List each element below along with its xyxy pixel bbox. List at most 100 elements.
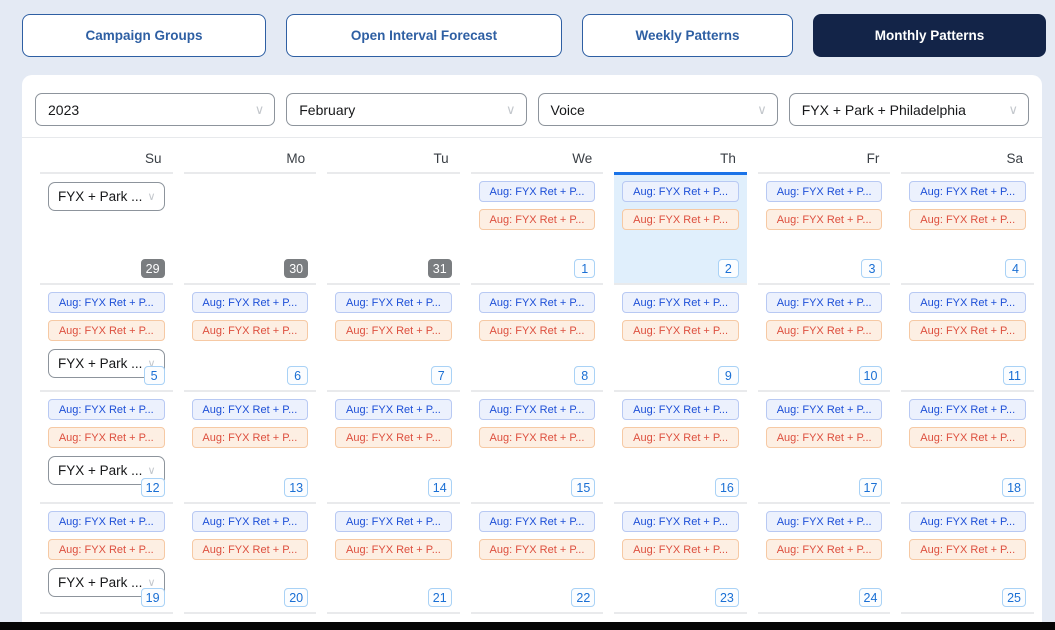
campaign-chip-orange[interactable]: Aug: FYX Ret + P...	[48, 539, 165, 560]
date-badge[interactable]: 21	[427, 588, 452, 607]
campaign-chip-blue[interactable]: Aug: FYX Ret + P...	[335, 292, 452, 313]
day-cell	[40, 612, 173, 618]
channel-select-value: Voice	[550, 101, 585, 118]
campaign-chip-orange[interactable]: Aug: FYX Ret + P...	[765, 209, 883, 230]
pattern-dropdown-value: FYX + Park ...	[58, 189, 143, 204]
date-badge[interactable]: 13	[284, 478, 309, 497]
campaign-chip-orange[interactable]: Aug: FYX Ret + P...	[765, 427, 883, 448]
date-badge[interactable]: 5	[143, 366, 165, 385]
campaign-chip-blue[interactable]: Aug: FYX Ret + P...	[191, 399, 309, 420]
date-badge[interactable]: 24	[858, 588, 883, 607]
campaign-chip-blue[interactable]: Aug: FYX Ret + P...	[622, 292, 739, 313]
campaign-chip-blue[interactable]: Aug: FYX Ret + P...	[335, 399, 452, 420]
campaign-chip-blue[interactable]: Aug: FYX Ret + P...	[478, 181, 596, 202]
campaign-chip-orange[interactable]: Aug: FYX Ret + P...	[335, 427, 452, 448]
campaign-chip-orange[interactable]: Aug: FYX Ret + P...	[622, 427, 739, 448]
date-badge[interactable]: 25	[1002, 588, 1026, 607]
campaign-chip-blue[interactable]: Aug: FYX Ret + P...	[478, 292, 596, 313]
campaign-chip-blue[interactable]: Aug: FYX Ret + P...	[478, 511, 596, 532]
campaign-chip-blue[interactable]: Aug: FYX Ret + P...	[622, 511, 739, 532]
day-cell: Aug: FYX Ret + P... Aug: FYX Ret + P... 14	[327, 390, 460, 502]
date-badge[interactable]: 17	[858, 478, 883, 497]
campaign-chip-blue[interactable]: Aug: FYX Ret + P...	[48, 292, 165, 313]
campaign-chip-blue[interactable]: Aug: FYX Ret + P...	[191, 292, 309, 313]
pattern-dropdown[interactable]: FYX + Park ... ∨	[48, 349, 165, 378]
date-badge[interactable]: 30	[284, 259, 309, 278]
date-badge[interactable]: 19	[140, 588, 165, 607]
campaign-chip-orange[interactable]: Aug: FYX Ret + P...	[191, 427, 309, 448]
campaign-chip-blue[interactable]: Aug: FYX Ret + P...	[622, 399, 739, 420]
campaign-chip-blue[interactable]: Aug: FYX Ret + P...	[48, 511, 165, 532]
date-badge[interactable]: 16	[714, 478, 739, 497]
date-badge[interactable]: 10	[858, 366, 883, 385]
dow-header-th: Th	[720, 151, 736, 166]
campaign-chip-blue[interactable]: Aug: FYX Ret + P...	[191, 511, 309, 532]
date-badge[interactable]: 6	[287, 366, 309, 385]
date-badge[interactable]: 9	[717, 366, 739, 385]
campaign-chip-orange[interactable]: Aug: FYX Ret + P...	[909, 320, 1026, 341]
campaign-group-select[interactable]: FYX + Park + Philadelphia ∨	[788, 93, 1029, 126]
campaign-chip-orange[interactable]: Aug: FYX Ret + P...	[765, 539, 883, 560]
tab-open-interval-forecast[interactable]: Open Interval Forecast	[286, 14, 562, 57]
campaign-chip-orange[interactable]: Aug: FYX Ret + P...	[478, 427, 596, 448]
date-badge[interactable]: 22	[571, 588, 596, 607]
day-cell: Aug: FYX Ret + P... Aug: FYX Ret + P... 4	[901, 172, 1034, 283]
tab-monthly-patterns[interactable]: Monthly Patterns	[813, 14, 1046, 57]
date-badge[interactable]: 29	[140, 259, 165, 278]
campaign-chip-blue[interactable]: Aug: FYX Ret + P...	[909, 292, 1026, 313]
tab-weekly-patterns[interactable]: Weekly Patterns	[582, 14, 793, 57]
campaign-chip-blue[interactable]: Aug: FYX Ret + P...	[909, 511, 1026, 532]
day-cell	[327, 612, 460, 618]
campaign-chip-orange[interactable]: Aug: FYX Ret + P...	[191, 320, 309, 341]
campaign-chip-orange[interactable]: Aug: FYX Ret + P...	[909, 539, 1026, 560]
campaign-chip-orange[interactable]: Aug: FYX Ret + P...	[622, 209, 739, 230]
campaign-chip-orange[interactable]: Aug: FYX Ret + P...	[909, 427, 1026, 448]
campaign-chip-orange[interactable]: Aug: FYX Ret + P...	[909, 209, 1026, 230]
campaign-chip-blue[interactable]: Aug: FYX Ret + P...	[909, 181, 1026, 202]
year-select[interactable]: 2023 ∨	[35, 93, 276, 126]
campaign-chip-blue[interactable]: Aug: FYX Ret + P...	[48, 399, 165, 420]
day-cell: Aug: FYX Ret + P... Aug: FYX Ret + P... FY…	[40, 390, 173, 502]
date-badge[interactable]: 18	[1002, 478, 1026, 497]
month-select[interactable]: February ∨	[286, 93, 527, 126]
campaign-chip-orange[interactable]: Aug: FYX Ret + P...	[48, 320, 165, 341]
pattern-dropdown[interactable]: FYX + Park ... ∨	[48, 182, 165, 211]
month-calendar: Su Mo Tu We Th Fr Sa FYX + Park ... ∨ 29 30…	[22, 138, 1042, 618]
date-badge[interactable]: 12	[140, 478, 165, 497]
date-badge[interactable]: 15	[571, 478, 596, 497]
campaign-chip-orange[interactable]: Aug: FYX Ret + P...	[478, 209, 596, 230]
tab-campaign-groups[interactable]: Campaign Groups	[22, 14, 266, 57]
date-badge[interactable]: 14	[427, 478, 452, 497]
campaign-chip-blue[interactable]: Aug: FYX Ret + P...	[765, 181, 883, 202]
campaign-chip-blue[interactable]: Aug: FYX Ret + P...	[765, 399, 883, 420]
campaign-chip-orange[interactable]: Aug: FYX Ret + P...	[765, 320, 883, 341]
campaign-chip-blue[interactable]: Aug: FYX Ret + P...	[622, 181, 739, 202]
campaign-chip-orange[interactable]: Aug: FYX Ret + P...	[622, 320, 739, 341]
date-badge[interactable]: 31	[427, 259, 452, 278]
channel-select[interactable]: Voice ∨	[537, 93, 778, 126]
campaign-chip-orange[interactable]: Aug: FYX Ret + P...	[622, 539, 739, 560]
campaign-chip-blue[interactable]: Aug: FYX Ret + P...	[909, 399, 1026, 420]
campaign-chip-orange[interactable]: Aug: FYX Ret + P...	[335, 320, 452, 341]
date-badge[interactable]: 1	[574, 259, 596, 278]
campaign-chip-blue[interactable]: Aug: FYX Ret + P...	[765, 292, 883, 313]
campaign-chip-orange[interactable]: Aug: FYX Ret + P...	[191, 539, 309, 560]
campaign-chip-orange[interactable]: Aug: FYX Ret + P...	[48, 427, 165, 448]
day-cell: Aug: FYX Ret + P... Aug: FYX Ret + P... 1	[470, 172, 604, 283]
date-badge[interactable]: 11	[1003, 366, 1026, 385]
campaign-chip-orange[interactable]: Aug: FYX Ret + P...	[478, 539, 596, 560]
campaign-chip-blue[interactable]: Aug: FYX Ret + P...	[335, 511, 452, 532]
date-badge[interactable]: 3	[861, 259, 883, 278]
chevron-down-icon: ∨	[505, 101, 516, 117]
date-badge[interactable]: 4	[1004, 259, 1026, 278]
date-badge[interactable]: 8	[574, 366, 596, 385]
campaign-chip-blue[interactable]: Aug: FYX Ret + P...	[765, 511, 883, 532]
chevron-down-icon: ∨	[757, 101, 767, 117]
date-badge[interactable]: 7	[430, 366, 452, 385]
campaign-chip-blue[interactable]: Aug: FYX Ret + P...	[478, 399, 596, 420]
date-badge[interactable]: 20	[284, 588, 309, 607]
date-badge[interactable]: 2	[717, 259, 739, 278]
campaign-chip-orange[interactable]: Aug: FYX Ret + P...	[478, 320, 596, 341]
date-badge[interactable]: 23	[714, 588, 739, 607]
campaign-chip-orange[interactable]: Aug: FYX Ret + P...	[335, 539, 452, 560]
